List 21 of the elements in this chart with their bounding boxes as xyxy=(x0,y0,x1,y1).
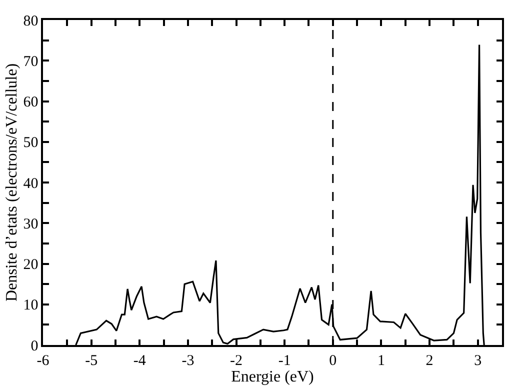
x-tick-label: 1 xyxy=(377,352,385,369)
y-tick-label: 30 xyxy=(23,216,38,232)
y-tick-label: 10 xyxy=(23,298,38,314)
x-tick-label: -3 xyxy=(182,352,194,369)
x-tick-label: -1 xyxy=(278,352,291,369)
x-tick-label: -5 xyxy=(85,352,98,369)
x-tick-label: -4 xyxy=(133,352,146,369)
x-axis-title: Energie (eV) xyxy=(231,368,314,386)
x-tick-label: -2 xyxy=(230,352,243,369)
x-tick-label: 3 xyxy=(474,352,482,369)
x-tick-label: 0 xyxy=(329,352,337,369)
y-tick-label: 80 xyxy=(23,13,38,30)
y-tick-label: 70 xyxy=(23,54,38,70)
y-tick-label: 60 xyxy=(23,94,38,110)
x-tick-label: -6 xyxy=(36,352,50,369)
y-axis-title: Densite d’etats (electrons/eV/cellule) xyxy=(4,63,21,302)
y-tick-label: 20 xyxy=(23,257,38,273)
y-tick-label: 50 xyxy=(23,135,38,152)
y-tick-label: 0 xyxy=(30,338,38,354)
x-tick-label: 2 xyxy=(426,352,434,369)
y-tick-label: 40 xyxy=(23,176,38,192)
